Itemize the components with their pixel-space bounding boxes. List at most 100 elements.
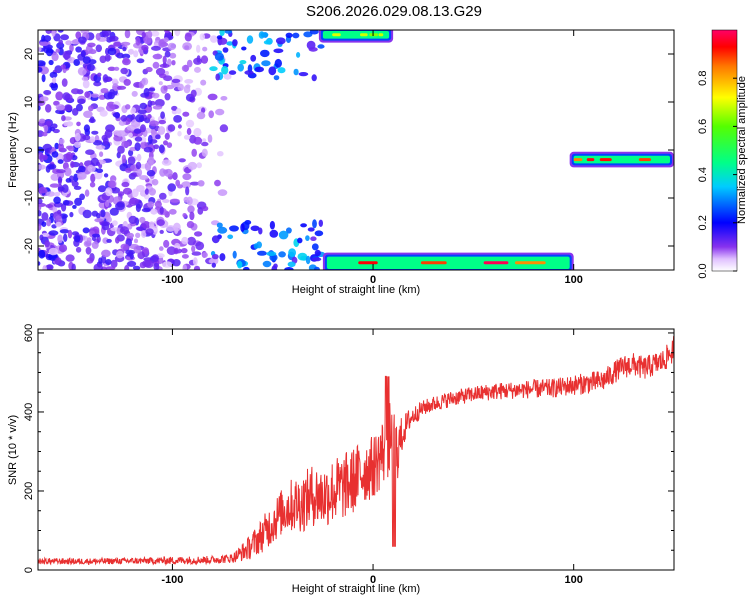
band-core xyxy=(514,261,546,265)
noise-cell xyxy=(126,252,133,257)
noise-cell xyxy=(83,240,92,248)
noise-cell xyxy=(158,81,163,86)
noise-cell xyxy=(109,89,115,94)
noise-cell xyxy=(183,134,191,140)
noise-cell xyxy=(266,251,277,256)
snr-xtick-label: 0 xyxy=(370,574,376,586)
noise-cell xyxy=(123,78,131,86)
noise-cell xyxy=(277,67,286,74)
noise-cell xyxy=(55,215,62,224)
noise-cell xyxy=(91,241,99,249)
heatmap-feature-band xyxy=(318,30,394,43)
noise-cell xyxy=(162,261,173,268)
noise-cell xyxy=(254,66,264,73)
noise-cell xyxy=(298,72,309,77)
noise-cell xyxy=(201,148,208,157)
noise-cell xyxy=(67,229,73,239)
noise-cell xyxy=(92,233,100,238)
noise-cell xyxy=(140,141,148,150)
noise-cell xyxy=(141,207,151,213)
noise-cell xyxy=(133,238,139,244)
noise-cell xyxy=(38,203,42,211)
noise-cell xyxy=(136,185,145,192)
band-core xyxy=(332,33,341,37)
snr-series-line xyxy=(38,336,674,566)
noise-cell xyxy=(181,236,189,245)
noise-cell xyxy=(105,259,112,265)
noise-cell xyxy=(46,218,52,227)
noise-cell xyxy=(117,191,125,197)
noise-cell xyxy=(58,142,64,152)
noise-cell xyxy=(95,33,101,41)
noise-cell xyxy=(148,221,155,229)
noise-cell xyxy=(143,146,153,153)
noise-cell xyxy=(126,232,134,239)
noise-cell xyxy=(163,85,168,91)
noise-cell xyxy=(185,119,195,128)
noise-cell xyxy=(311,243,319,251)
heatmap-feature-noise xyxy=(38,30,326,270)
noise-cell xyxy=(159,206,164,215)
noise-cell xyxy=(134,142,141,152)
noise-cell xyxy=(200,55,209,64)
noise-cell xyxy=(132,265,141,270)
noise-cell xyxy=(257,250,267,256)
noise-cell xyxy=(78,36,87,44)
noise-cell xyxy=(42,154,48,160)
noise-cell xyxy=(192,257,198,266)
noise-cell xyxy=(215,73,220,81)
noise-cell xyxy=(227,234,234,240)
noise-cell xyxy=(184,45,190,50)
noise-cell xyxy=(224,30,233,34)
noise-cell xyxy=(201,138,207,143)
noise-cell xyxy=(104,54,111,62)
noise-cell xyxy=(53,192,61,197)
noise-cell xyxy=(269,220,275,230)
noise-cell xyxy=(83,110,93,119)
noise-cell xyxy=(55,91,64,101)
spectrogram-ytick-label: 10 xyxy=(23,96,35,108)
noise-cell xyxy=(128,215,138,224)
noise-cell xyxy=(201,141,209,147)
noise-cell xyxy=(159,73,167,79)
noise-cell xyxy=(308,47,318,52)
noise-cell xyxy=(133,128,142,134)
noise-cell xyxy=(187,161,198,170)
noise-cell xyxy=(122,46,127,52)
noise-cell xyxy=(104,129,113,138)
noise-cell xyxy=(178,158,186,163)
colorbar-tick-label: 0.0 xyxy=(697,263,709,278)
noise-cell xyxy=(158,119,166,125)
noise-cell xyxy=(166,225,176,232)
noise-cell xyxy=(160,111,166,119)
noise-cell xyxy=(239,60,247,65)
noise-cell xyxy=(55,221,62,228)
noise-cell xyxy=(70,161,75,168)
snr-frame xyxy=(37,328,675,571)
noise-cell xyxy=(91,130,99,135)
noise-cell xyxy=(164,132,170,140)
noise-cell xyxy=(156,219,165,227)
noise-cell xyxy=(38,249,46,259)
noise-cell xyxy=(250,54,257,62)
noise-cell xyxy=(93,81,102,87)
noise-cell xyxy=(167,183,176,192)
spectrogram-ytick-label: 0 xyxy=(23,147,35,153)
noise-cell xyxy=(124,265,130,270)
noise-cell xyxy=(51,123,58,129)
noise-cell xyxy=(163,140,168,146)
noise-cell xyxy=(135,114,145,123)
noise-cell xyxy=(173,115,183,123)
noise-cell xyxy=(201,205,209,212)
noise-cell xyxy=(89,181,96,188)
noise-cell xyxy=(189,181,200,186)
noise-cell xyxy=(69,43,74,53)
noise-cell xyxy=(58,138,65,145)
noise-cell xyxy=(273,75,280,81)
noise-cell xyxy=(312,219,317,229)
noise-cell xyxy=(151,45,161,51)
noise-cell xyxy=(99,110,108,117)
noise-cell xyxy=(97,185,107,193)
noise-cell xyxy=(103,173,109,178)
